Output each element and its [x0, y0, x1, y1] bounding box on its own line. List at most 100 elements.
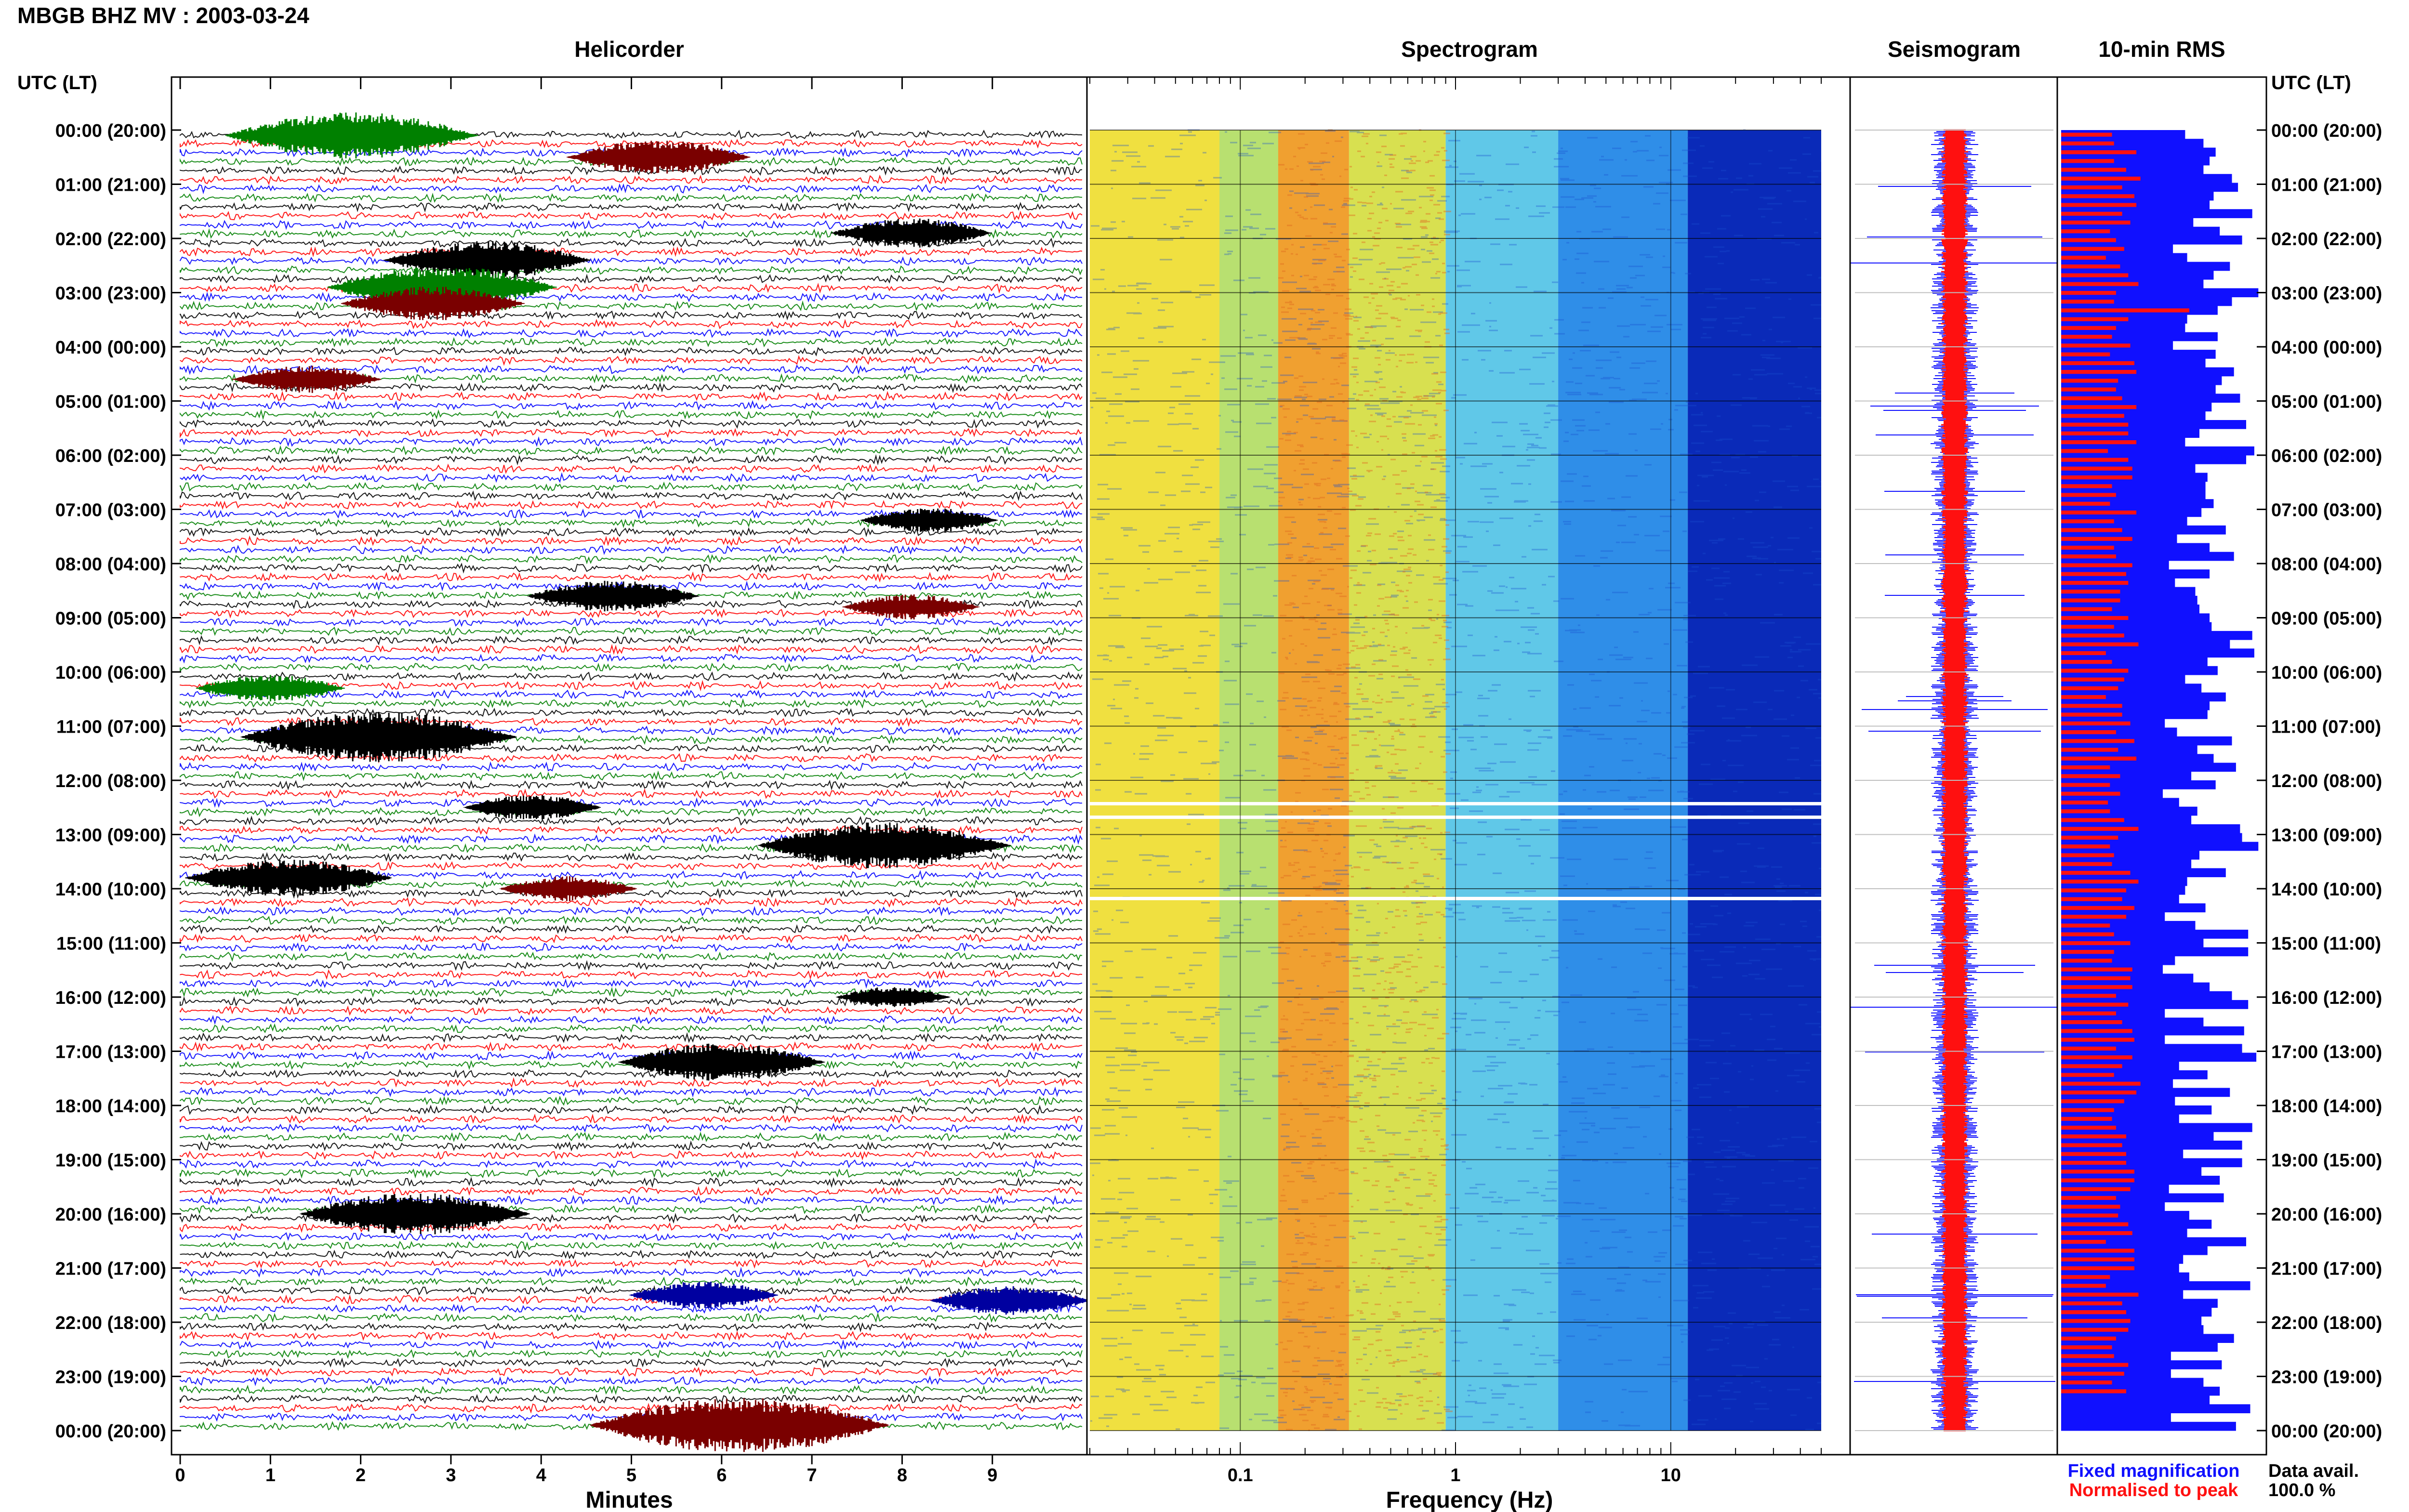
rms-normalised-bar: [2061, 1240, 2106, 1244]
rms-normalised-bar: [2061, 677, 2124, 682]
rms-normalised-bar: [2061, 774, 2120, 778]
rms-fixed-bar: [2061, 631, 2252, 640]
rms-normalised-bar: [2061, 1292, 2139, 1297]
time-label-right: 01:00 (21:00): [2271, 175, 2382, 196]
spectrogram-x-label: Frequency (Hz): [1386, 1487, 1553, 1512]
rms-fixed-bar: [2061, 235, 2242, 245]
helicorder-trace: [180, 563, 1083, 574]
rms-normalised-bar: [2061, 844, 2110, 849]
rms-normalised-bar: [2061, 238, 2116, 242]
rms-normalised-bar: [2061, 326, 2116, 330]
rms-fixed-bar: [2061, 763, 2236, 772]
rms-normalised-bar: [2061, 801, 2108, 805]
helicorder-event: [384, 241, 591, 279]
helicorder-trace: [180, 1140, 1083, 1152]
helicorder-trace: [180, 291, 1083, 302]
rms-fixed-bar: [2061, 525, 2226, 535]
rms-fixed-bar: [2061, 1272, 2189, 1282]
helicorder-trace: [180, 1367, 1083, 1378]
helicorder-x-tick-label: 2: [356, 1465, 366, 1486]
helicorder-event: [499, 876, 637, 901]
rms-normalised-bar: [2061, 959, 2112, 963]
time-label-right: 18:00 (14:00): [2271, 1096, 2382, 1117]
time-label-right: 08:00 (04:00): [2271, 554, 2382, 575]
rms-normalised-bar: [2061, 967, 2132, 972]
rms-normalised-bar: [2061, 141, 2114, 145]
rms-normalised-bar: [2061, 185, 2122, 190]
helicorder-trace: [180, 806, 1083, 817]
helicorder-trace: [180, 1015, 1083, 1025]
rms-normalised-bar: [2061, 1099, 2124, 1104]
helicorder-x-tick-label: 0: [175, 1465, 185, 1486]
time-label-right: 04:00 (00:00): [2271, 338, 2382, 358]
rms-normalised-bar: [2061, 827, 2139, 831]
helicorder-trace: [180, 545, 1083, 555]
helicorder-trace: [180, 1267, 1083, 1278]
time-label-right: 22:00 (18:00): [2271, 1313, 2382, 1333]
time-label-left: 20:00 (16:00): [55, 1205, 166, 1225]
rms-fixed-bar: [2061, 868, 2226, 878]
rms-normalised-bar: [2061, 783, 2110, 787]
rms-fixed-bar: [2061, 1360, 2222, 1369]
rms-fixed-bar: [2061, 455, 2246, 464]
rms-normalised-bar: [2061, 1249, 2134, 1253]
spectrogram-title: Spectrogram: [1401, 37, 1538, 62]
helicorder-trace: [180, 264, 1083, 276]
time-label-right: 14:00 (10:00): [2271, 880, 2382, 900]
rms-fixed-bar: [2061, 1193, 2224, 1203]
helicorder-trace: [180, 409, 1083, 421]
rms-fixed-bar: [2061, 727, 2177, 737]
rms-normalised-bar: [2061, 290, 2116, 295]
rms-normalised-bar: [2061, 1310, 2126, 1315]
helicorder-trace: [180, 183, 1083, 195]
helicorder-trace: [180, 1222, 1083, 1233]
rms-fixed-bar: [2061, 850, 2199, 860]
helicorder-trace: [180, 1095, 1083, 1106]
helicorder-trace: [180, 554, 1083, 565]
helicorder-trace: [180, 1186, 1083, 1196]
rms-normalised-bar: [2061, 976, 2131, 980]
helicorder-trace: [180, 428, 1083, 438]
time-label-left: 12:00 (08:00): [55, 771, 166, 791]
rms-normalised-bar: [2061, 440, 2137, 445]
helicorder-trace: [180, 1330, 1083, 1341]
helicorder-trace: [180, 1168, 1083, 1179]
helicorder-trace: [180, 969, 1083, 980]
rms-normalised-bar: [2061, 361, 2134, 365]
time-label-right: 20:00 (16:00): [2271, 1205, 2382, 1225]
rms-fixed-bar: [2061, 446, 2254, 456]
rms-fixed-bar: [2061, 833, 2242, 842]
time-label-left: 11:00 (07:00): [56, 717, 166, 737]
helicorder-event: [842, 594, 980, 619]
rms-normalised-bar: [2061, 862, 2112, 866]
rms-normalised-bar: [2061, 686, 2118, 690]
helicorder-x-tick-label: 6: [716, 1465, 727, 1486]
helicorder-trace: [180, 1403, 1083, 1414]
helicorder-trace: [180, 1005, 1083, 1016]
rms-fixed-bar: [2061, 920, 2196, 930]
helicorder-trace: [180, 1375, 1083, 1386]
helicorder-x-tick-label: 9: [987, 1465, 997, 1486]
helicorder-x-tick-label: 7: [807, 1465, 817, 1486]
rms-normalised-bar: [2061, 545, 2114, 550]
rms-normalised-bar: [2061, 537, 2132, 541]
time-label-right: 16:00 (12:00): [2271, 988, 2382, 1008]
rms-fixed-bar: [2061, 1000, 2249, 1009]
helicorder-trace: [180, 571, 1083, 583]
rms-normalised-bar: [2061, 853, 2114, 857]
helicorder-event: [629, 1281, 778, 1309]
rms-fixed-bar: [2061, 262, 2230, 271]
rms-fixed-bar: [2061, 1281, 2250, 1290]
helicorder-trace: [180, 1294, 1083, 1305]
rms-normalised-bar: [2061, 203, 2137, 207]
rms-fixed-bar: [2061, 270, 2214, 280]
helicorder-trace: [180, 346, 1083, 357]
helicorder-trace: [180, 924, 1083, 934]
y-header-left: UTC (LT): [17, 72, 97, 93]
helicorder-x-tick-label: 4: [536, 1465, 546, 1486]
rms-fixed-bar: [2061, 332, 2218, 342]
rms-fixed-bar: [2061, 754, 2214, 763]
helicorder-trace: [180, 1041, 1083, 1052]
time-label-left: 23:00 (19:00): [55, 1367, 166, 1388]
rms-normalised-bar: [2061, 308, 2189, 313]
